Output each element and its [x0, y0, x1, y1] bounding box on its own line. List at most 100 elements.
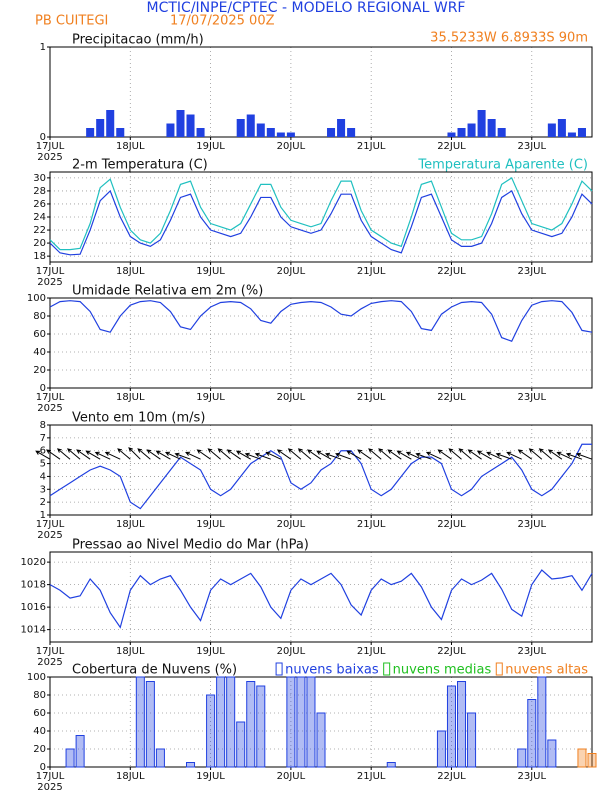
bar — [537, 676, 547, 768]
x-tick-label: 23JUL — [517, 771, 546, 782]
series-line — [49, 300, 593, 342]
x-tick-label: 17JUL — [36, 266, 65, 277]
y-tick-label: 1020 — [21, 557, 46, 568]
y-tick-label: 5 — [40, 459, 46, 470]
wind-arrow — [387, 449, 402, 460]
x-tick-label: 22JUL — [437, 646, 466, 657]
y-tick-label: 20 — [33, 365, 46, 376]
legend-text: nuvens baixas — [285, 663, 379, 678]
bar — [296, 676, 306, 768]
bar — [186, 762, 196, 768]
x-tick-label: 18JUL — [116, 392, 145, 403]
panel-frame — [49, 297, 593, 389]
wind-arrow — [46, 449, 61, 460]
bar — [65, 748, 75, 768]
panel-title: Cobertura de Nuvens (%) — [72, 663, 237, 678]
bar — [106, 110, 115, 137]
x-tick-label: 21JUL — [357, 141, 386, 152]
bar — [306, 676, 316, 768]
station: PB CUITEGI — [35, 14, 108, 29]
panel-title: Precipitacao (mm/h) — [72, 33, 204, 48]
x-tick-label: 23JUL — [517, 266, 546, 277]
wind-arrow — [425, 451, 442, 460]
y-tick-label: 22 — [33, 225, 46, 236]
y-tick-label: 80 — [33, 311, 46, 322]
wind-arrow — [346, 450, 362, 460]
bar — [347, 128, 356, 137]
wind-arrow — [476, 450, 492, 460]
x-tick-label: 20JUL — [277, 392, 306, 403]
bar — [96, 119, 105, 137]
wind-arrow — [174, 452, 191, 460]
year-label: 2025 — [37, 657, 62, 668]
bar — [386, 762, 396, 768]
x-tick-label: 17JUL — [36, 771, 65, 782]
x-tick-label: 21JUL — [357, 266, 386, 277]
wind-arrow — [316, 450, 332, 460]
bar — [135, 676, 145, 768]
x-tick-label: 21JUL — [357, 519, 386, 530]
wind-arrow — [85, 450, 101, 460]
x-tick-label: 20JUL — [277, 266, 306, 277]
year-label: 2025 — [37, 403, 62, 414]
year-label: 2025 — [37, 530, 62, 541]
wind-arrow — [297, 448, 312, 460]
year-label: 2025 — [37, 152, 62, 163]
wind-arrow — [287, 448, 302, 460]
bar — [436, 730, 446, 768]
bar — [547, 739, 557, 768]
wind-arrow — [306, 449, 322, 460]
wind-arrow — [357, 449, 372, 460]
bar — [145, 681, 155, 768]
y-tick-label: 60 — [33, 329, 46, 340]
bar — [75, 735, 85, 768]
x-tick-label: 23JUL — [517, 646, 546, 657]
bar — [527, 699, 537, 768]
run-time: 17/07/2025 00Z — [170, 14, 275, 29]
wind-arrow — [137, 448, 151, 460]
series-line — [49, 189, 593, 256]
legend-text: 2-m Temperatura (C) — [72, 158, 208, 173]
bar — [446, 685, 456, 768]
bar — [176, 110, 185, 137]
y-tick-label: 80 — [33, 690, 46, 701]
bar — [497, 128, 506, 137]
wind-arrow — [76, 449, 91, 460]
wind-arrow — [437, 449, 452, 460]
bar — [316, 712, 326, 768]
wind-arrow — [575, 452, 593, 460]
wind-arrow — [335, 452, 352, 460]
bar — [246, 114, 255, 137]
legend-text: nuvens altas — [505, 663, 588, 678]
bar — [286, 676, 296, 768]
x-tick-label: 19JUL — [196, 519, 225, 530]
wind-arrow — [368, 448, 382, 460]
wind-arrow — [538, 448, 553, 460]
wind-arrow — [467, 449, 482, 460]
wind-arrow — [196, 449, 211, 460]
y-tick-label: 0 — [40, 383, 46, 394]
wind-arrow — [378, 448, 392, 460]
bar — [196, 128, 205, 137]
bar — [487, 119, 496, 137]
y-tick-label: 1018 — [21, 580, 46, 591]
x-tick-label: 17JUL — [36, 141, 65, 152]
bar — [547, 123, 556, 137]
page-title: MCTIC/INPE/CPTEC - MODELO REGIONAL WRF — [147, 0, 466, 16]
y-tick-label: 18 — [33, 251, 46, 262]
x-tick-label: 17JUL — [36, 392, 65, 403]
y-tick-label: 24 — [33, 212, 46, 223]
x-tick-label: 20JUL — [277, 141, 306, 152]
wind-arrow — [146, 449, 161, 460]
bar — [467, 712, 477, 768]
wind-arrow — [226, 449, 241, 460]
panel-title: Vento em 10m (m/s) — [72, 411, 205, 426]
y-tick-label: 30 — [33, 173, 46, 184]
wind-arrow — [458, 448, 472, 460]
bar — [577, 748, 587, 768]
legend-swatch — [383, 662, 391, 676]
y-tick-label: 1 — [40, 42, 46, 53]
wind-arrow — [217, 448, 231, 460]
bar — [116, 128, 125, 137]
